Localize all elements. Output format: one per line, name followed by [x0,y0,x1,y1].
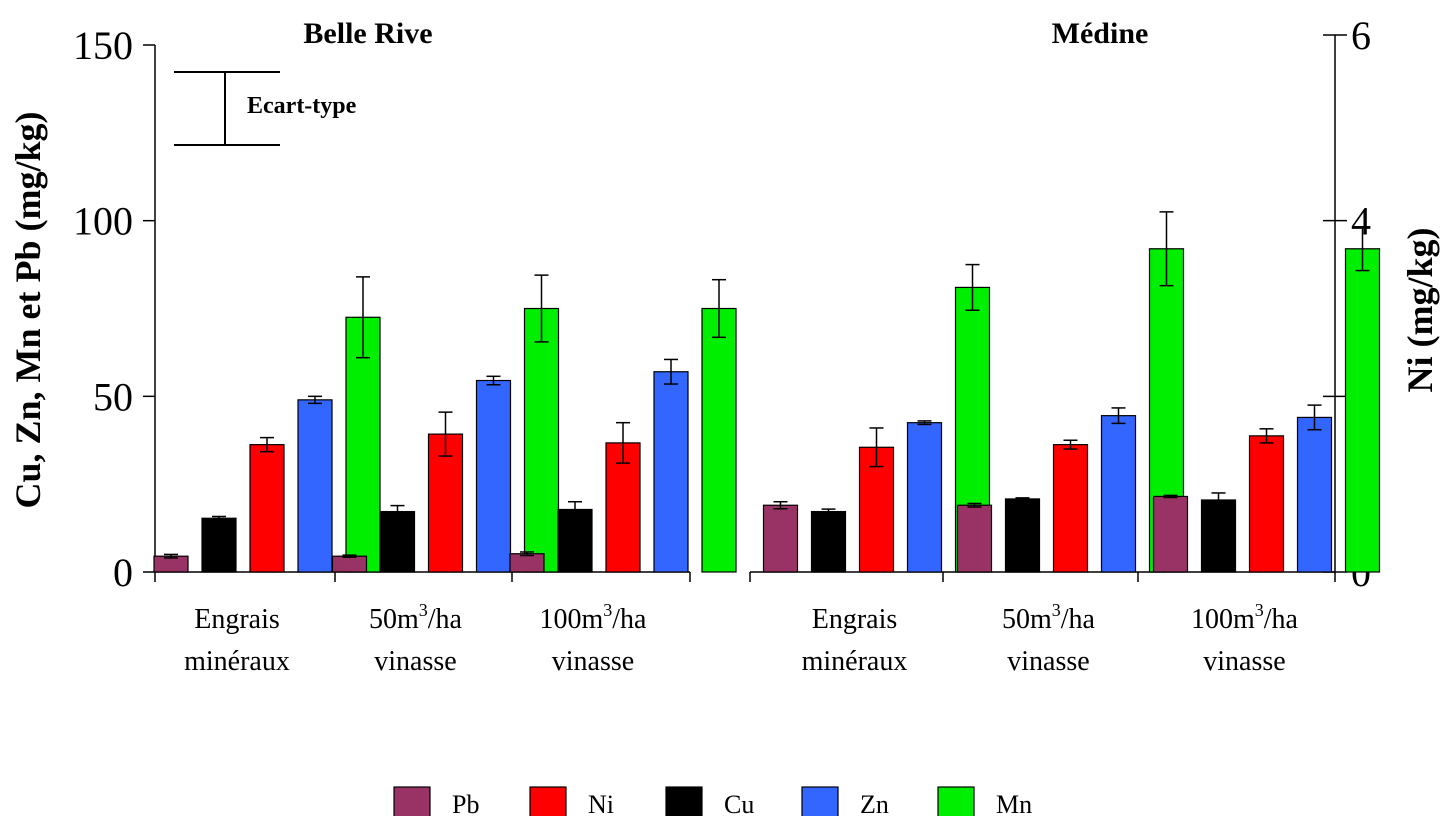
x-category-label-line2: vinasse [1007,646,1089,677]
bar-pb [331,555,368,573]
y-right-tick-label: 6 [1351,13,1371,58]
legend-swatch-cu [665,786,703,816]
bar-ni [605,442,641,573]
bar-cu [379,510,416,573]
bar-mn [1344,248,1381,573]
bar-cu [1200,499,1237,573]
bar-ni [249,444,285,573]
bar-cu [1004,498,1041,573]
bar-zn [1296,416,1333,573]
bar-mn [345,316,381,573]
legend-label-mn: Mn [996,790,1032,816]
x-category-label-line2: vinasse [552,646,634,677]
bar-pb [1152,495,1189,573]
y-left-tick-label: 0 [113,550,133,595]
legend-label-cu: Cu [724,790,754,816]
panel-title-belle-rive: Belle Rive [303,17,432,50]
y-axis-left-label: Cu, Zn, Mn et Pb (mg/kg) [8,111,48,508]
panel-title-medine: Médine [1052,17,1149,50]
bar-pb [509,553,545,573]
y-left-tick-label: 50 [93,374,133,419]
x-category-label: 50m3/ha [1002,600,1096,635]
bar-mn [701,307,737,573]
y-left-tick-label: 100 [73,199,133,244]
x-category-label: Engrais [194,604,280,635]
x-category-label: Engrais [812,604,898,635]
y-right-tick-label: 4 [1351,199,1371,244]
y-left-tick-label: 150 [73,23,133,68]
x-category-label: 50m3/ha [369,600,463,635]
legend-label-ni: Ni [588,790,614,816]
bar-ni [858,446,895,573]
y-axis-right-label: Ni (mg/kg) [1400,228,1440,393]
bar-cu [201,517,237,573]
legend-swatch-pb [393,786,431,816]
bar-zn [1100,415,1137,573]
x-category-label: 100m3/ha [1191,600,1299,635]
x-category-label-line2: minéraux [184,646,290,677]
bar-cu [810,510,847,573]
bar-pb [762,504,799,573]
ecart-type-label: Ecart-type [247,93,357,119]
bar-zn [906,422,943,573]
bar-ni [1248,435,1285,573]
x-category-label-line2: vinasse [1203,646,1285,677]
bar-mn [523,307,560,573]
bar-pb [956,504,993,573]
legend-swatch-zn [801,786,839,816]
legend-swatch-ni [529,786,567,816]
bar-ni [1052,444,1089,573]
x-category-label-line2: vinasse [374,646,456,677]
bar-cu [557,508,593,573]
bar-zn [475,379,512,573]
ecart-type-key: Ecart-type [174,71,357,146]
bar-zn [297,399,333,573]
legend-swatch-mn [937,786,975,816]
legend: Pb Ni Cu Zn Mn [393,786,1032,816]
bar-zn [653,371,689,573]
x-category-label: 100m3/ha [540,600,648,635]
legend-label-zn: Zn [860,790,889,816]
x-category-label-line2: minéraux [802,646,908,677]
legend-label-pb: Pb [452,790,479,816]
